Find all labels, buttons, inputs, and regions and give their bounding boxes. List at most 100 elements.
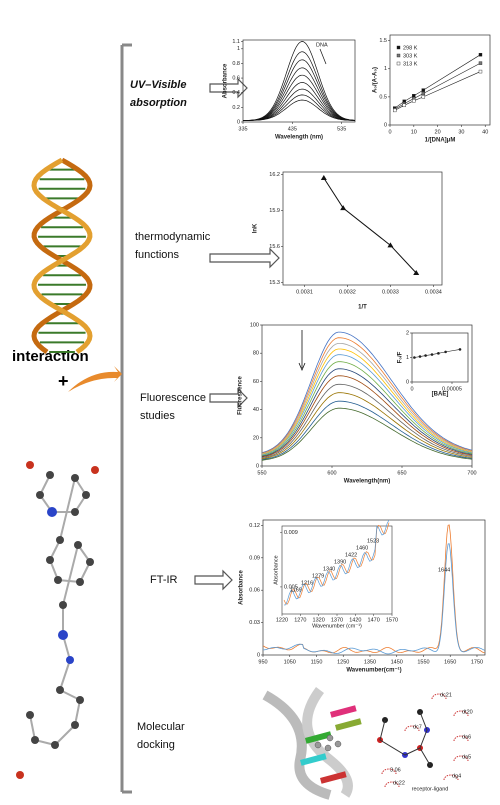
bond (59, 659, 71, 691)
x-tick-label: 600 (327, 470, 336, 476)
point (418, 355, 422, 358)
atom (46, 556, 54, 564)
y-tick-label: 0 (237, 119, 240, 125)
atom (16, 771, 24, 779)
y-tick-label: 1.5 (379, 38, 387, 44)
x-tick-label: 1750 (471, 659, 483, 665)
legend-marker (396, 45, 401, 50)
point (402, 103, 406, 108)
atom (71, 474, 79, 482)
x-tick-label: 1420 (349, 617, 361, 623)
legend-label: 313 K (403, 61, 418, 67)
y-tick-label: 1.1 (232, 39, 240, 45)
fit-line (394, 71, 481, 111)
point (458, 348, 462, 351)
docking-3d (262, 687, 362, 800)
base-pair (305, 731, 332, 744)
x-tick-label: 1370 (331, 617, 343, 623)
x-tick-label: 1650 (444, 659, 456, 665)
atom (91, 466, 99, 474)
fluor-spectrum (261, 400, 473, 460)
point (387, 242, 394, 248)
point (393, 108, 397, 113)
x-tick-label: 1450 (391, 659, 403, 665)
residue-label: da6 (462, 734, 471, 740)
uv-spectrum (243, 74, 356, 121)
atom (36, 491, 44, 499)
x-tick-label: 0 (410, 386, 413, 392)
fluor-spectrum (261, 375, 473, 458)
y-tick-label: 0 (406, 379, 409, 385)
y-tick-label: 80 (253, 351, 259, 357)
fluor-spectrum (261, 337, 473, 454)
x-tick-label: 1150 (311, 659, 323, 665)
y-tick-label: 0.6 (232, 76, 240, 82)
point (430, 353, 434, 356)
annotation-arrow (319, 48, 327, 65)
plot-frame (242, 39, 356, 123)
dna-ribbon (262, 690, 332, 800)
plot-frame (282, 171, 443, 286)
y-tick-label: 2 (406, 330, 409, 336)
peak-label: 1340 (323, 566, 335, 572)
point (340, 205, 347, 211)
x-axis-label: Wavenumber (cm⁻¹) (312, 623, 362, 629)
atom (26, 461, 34, 469)
y-tick-label: 0.8 (232, 61, 240, 67)
base-pair (300, 753, 327, 766)
base-pair (334, 718, 362, 731)
x-tick-label: 1270 (294, 617, 306, 623)
uv-spectrum (242, 41, 356, 121)
atom (56, 536, 64, 544)
ligand-atom (326, 734, 334, 742)
inset-frame (281, 525, 393, 615)
uv-spectrum (243, 99, 356, 121)
y-tick-label: 0.2 (232, 105, 240, 111)
x-tick-label: 1050 (284, 659, 296, 665)
annotation: DNA (316, 42, 328, 48)
x-tick-label: 0 (388, 129, 391, 135)
annotation-arrow (298, 330, 306, 372)
legend-marker (396, 53, 401, 58)
x-axis-label: 1/[DNA]μM (425, 138, 456, 144)
fluor-spectrum (261, 354, 473, 456)
fluor-spectrum (261, 343, 473, 455)
fit-line (394, 62, 481, 110)
peak-label: 1169 (290, 587, 302, 593)
atom (86, 558, 94, 566)
atom (71, 508, 79, 516)
point (478, 61, 483, 65)
point (413, 269, 420, 275)
y-axis-label: A₀/(A-A₀) (373, 67, 379, 93)
step-label: Fluorescence (140, 392, 206, 404)
atom (47, 507, 57, 517)
bond (379, 711, 431, 766)
base-pair (319, 771, 347, 784)
residue-label: dg4 (452, 773, 461, 779)
y-axis-label: Absorbance (273, 555, 279, 584)
x-tick-label: 1320 (313, 617, 325, 623)
x-tick-label: 435 (288, 126, 297, 132)
fluor-spectrum (261, 368, 473, 457)
fluor-spectrum (261, 331, 473, 454)
x-tick-label: 1550 (417, 659, 429, 665)
residue-label: dc21 (440, 692, 452, 698)
x-tick-label: 0.0033 (382, 289, 399, 295)
x-tick-label: 550 (257, 470, 266, 476)
y-tick-label: 0 (384, 122, 387, 128)
fluor-spectrum (261, 383, 473, 459)
point (444, 350, 447, 354)
ligand-atom (324, 744, 332, 752)
y-tick-label: 20 (253, 435, 259, 441)
uv-spectrum (243, 67, 356, 121)
y-axis-label: Absorbance (239, 570, 245, 605)
dna-strand (31, 157, 93, 355)
y-tick-label: 0.03 (249, 620, 260, 626)
point (421, 88, 426, 92)
x-axis-label: [BAE] (432, 392, 449, 398)
point (412, 99, 416, 103)
y-tick-label: 0.5 (379, 94, 387, 100)
uv-spectrum (243, 51, 356, 121)
point (412, 94, 416, 98)
bond (54, 724, 76, 746)
